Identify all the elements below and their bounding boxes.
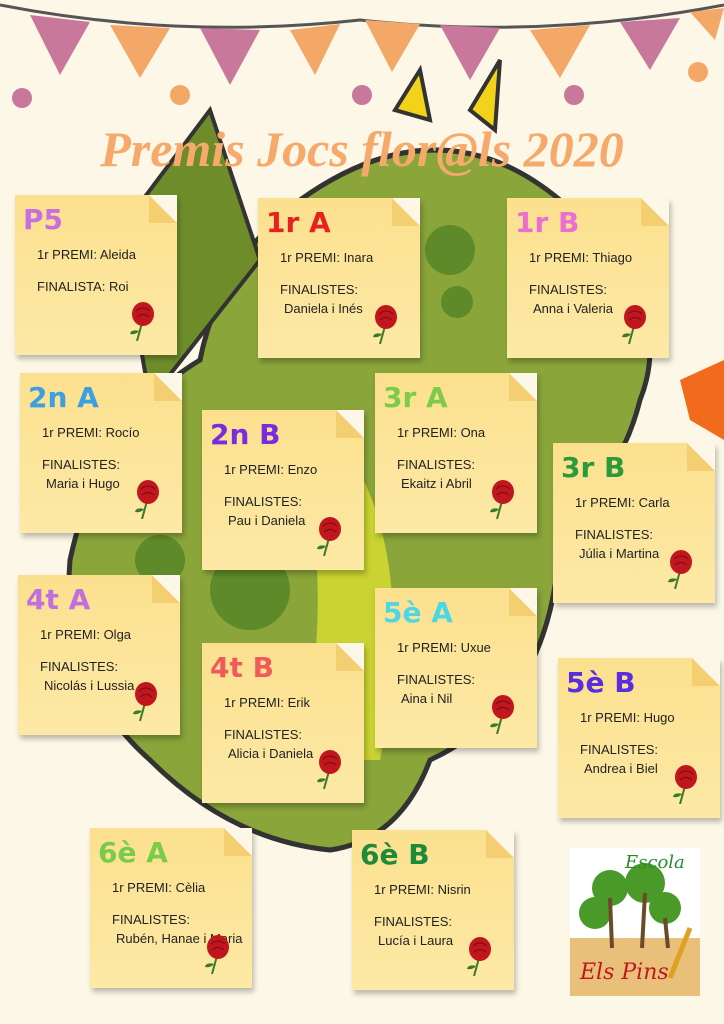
class-name: 3r A — [383, 381, 448, 414]
logo-text-els-pins: Els Pins — [580, 960, 669, 985]
class-name: P5 — [23, 203, 64, 236]
finalists-label: FINALISTES: — [42, 457, 121, 472]
first-prize: 1r PREMI: Ona — [397, 425, 486, 440]
logo-text-escola: Escola — [625, 852, 685, 873]
school-logo: Escola Els Pins — [570, 848, 700, 996]
finalists-label: FINALISTES: — [280, 282, 359, 297]
finalists-label: FINALISTES: — [112, 912, 191, 927]
finalists-names: Andrea i Biel — [584, 761, 658, 776]
rose-icon — [487, 694, 517, 735]
finalists-label: FINALISTES: — [397, 457, 476, 472]
finalists-label: FINALISTES: — [40, 659, 119, 674]
class-name: 6è A — [98, 836, 168, 869]
rose-icon — [487, 479, 517, 520]
first-prize: 1r PREMI: Enzo — [224, 462, 318, 477]
rose-icon — [370, 304, 400, 345]
first-prize: 1r PREMI: Rocío — [42, 425, 140, 440]
class-name: 1r B — [515, 206, 580, 239]
note-3r-b: 3r B 1r PREMI: Carla FINALISTES: Júlia i… — [553, 443, 715, 603]
first-prize: 1r PREMI: Aleida — [37, 247, 136, 262]
first-prize: 1r PREMI: Cèlia — [112, 880, 206, 895]
class-name: 6è B — [360, 838, 430, 871]
class-name: 3r B — [561, 451, 626, 484]
first-prize: 1r PREMI: Erik — [224, 695, 310, 710]
rose-icon — [132, 479, 162, 520]
finalists-names: Anna i Valeria — [533, 301, 613, 316]
finalists-label: FINALISTES: — [374, 914, 453, 929]
finalists-names: Lucía i Laura — [378, 933, 454, 948]
finalists-names: Ekaitz i Abril — [401, 476, 472, 491]
first-prize: 1r PREMI: Uxue — [397, 640, 491, 655]
finalists-names: Júlia i Martina — [579, 546, 660, 561]
rose-icon — [314, 749, 344, 790]
first-prize: 1r PREMI: Nisrin — [374, 882, 471, 897]
note-5è-a: 5è A 1r PREMI: Uxue FINALISTES: Aina i N… — [375, 588, 537, 748]
finalists-label: FINALISTA: Roi — [37, 279, 129, 294]
note-1r-b: 1r B 1r PREMI: Thiago FINALISTES: Anna i… — [507, 198, 669, 358]
rose-icon — [464, 936, 494, 977]
class-name: 4t A — [26, 583, 91, 616]
note-5è-b: 5è B 1r PREMI: Hugo FINALISTES: Andrea i… — [558, 658, 720, 818]
class-name: 2n A — [28, 381, 99, 414]
class-name: 5è B — [566, 666, 636, 699]
note-4t-b: 4t B 1r PREMI: Erik FINALISTES: Alicia i… — [202, 643, 364, 803]
finalists-label: FINALISTES: — [529, 282, 608, 297]
class-name: 2n B — [210, 418, 281, 451]
note-3r-a: 3r A 1r PREMI: Ona FINALISTES: Ekaitz i … — [375, 373, 537, 533]
rose-icon — [127, 301, 157, 342]
note-2n-b: 2n B 1r PREMI: Enzo FINALISTES: Pau i Da… — [202, 410, 364, 570]
rose-icon — [314, 516, 344, 557]
first-prize: 1r PREMI: Hugo — [580, 710, 675, 725]
class-name: 4t B — [210, 651, 274, 684]
finalists-label: FINALISTES: — [224, 727, 303, 742]
rose-icon — [670, 764, 700, 805]
finalists-label: FINALISTES: — [575, 527, 654, 542]
class-name: 1r A — [266, 206, 331, 239]
note-4t-a: 4t A 1r PREMI: Olga FINALISTES: Nicolás … — [18, 575, 180, 735]
finalists-label: FINALISTES: — [397, 672, 476, 687]
first-prize: 1r PREMI: Carla — [575, 495, 670, 510]
finalists-names: Maria i Hugo — [46, 476, 120, 491]
rose-icon — [130, 681, 160, 722]
finalists-names: Daniela i Inés — [284, 301, 363, 316]
first-prize: 1r PREMI: Inara — [280, 250, 374, 265]
rose-icon — [202, 934, 232, 975]
class-name: 5è A — [383, 596, 453, 629]
finalists-names: Alicia i Daniela — [228, 746, 314, 761]
finalists-label: FINALISTES: — [580, 742, 659, 757]
finalists-names: Pau i Daniela — [228, 513, 306, 528]
note-6è-b: 6è B 1r PREMI: Nisrin FINALISTES: Lucía … — [352, 830, 514, 990]
first-prize: 1r PREMI: Olga — [40, 627, 132, 642]
note-p5: P5 1r PREMI: Aleida FINALISTA: Roi — [15, 195, 177, 355]
page-title: Premis Jocs flor@ls 2020 — [100, 121, 624, 177]
note-6è-a: 6è A 1r PREMI: Cèlia FINALISTES: Rubén, … — [90, 828, 252, 988]
finalists-label: FINALISTES: — [224, 494, 303, 509]
first-prize: 1r PREMI: Thiago — [529, 250, 633, 265]
finalists-names: Aina i Nil — [401, 691, 453, 706]
finalists-names: Nicolás i Lussia — [44, 678, 135, 693]
bunting-decoration — [0, 3, 724, 108]
rose-icon — [665, 549, 695, 590]
rose-icon — [619, 304, 649, 345]
note-1r-a: 1r A 1r PREMI: Inara FINALISTES: Daniela… — [258, 198, 420, 358]
note-2n-a: 2n A 1r PREMI: Rocío FINALISTES: Maria i… — [20, 373, 182, 533]
